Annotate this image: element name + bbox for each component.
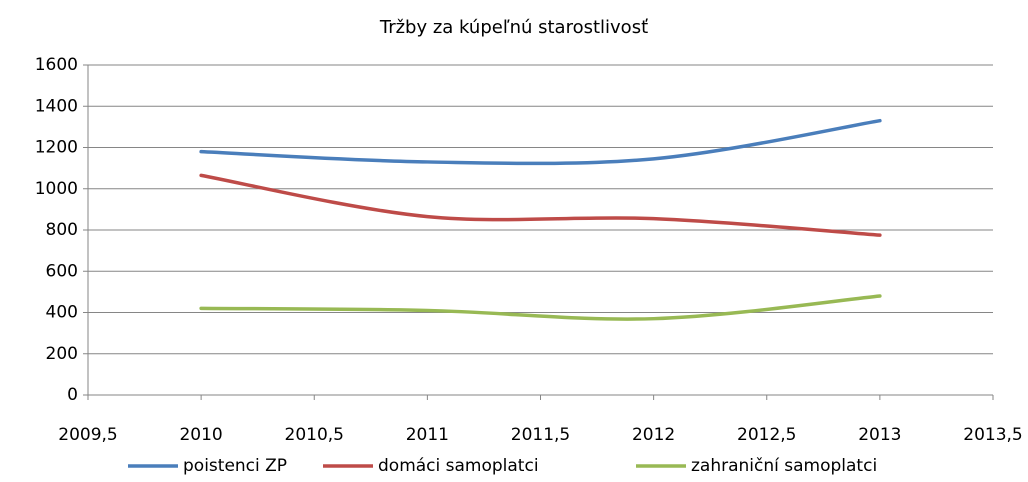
x-tick-label: 2009,5	[58, 425, 117, 445]
y-tick-label: 400	[46, 303, 78, 323]
y-tick-label: 200	[46, 344, 78, 364]
y-tick-label: 800	[46, 220, 78, 240]
x-tick-label: 2013,5	[963, 425, 1022, 445]
legend-label: domáci samoplatci	[378, 456, 539, 476]
x-tick-label: 2012,5	[737, 425, 796, 445]
chart-title: Tržby za kúpeľnú starostlivosť	[379, 17, 648, 38]
x-tick-label: 2010	[179, 425, 222, 445]
y-tick-label: 1200	[35, 138, 78, 158]
series-line	[199, 118, 882, 166]
y-tick-label: 1600	[35, 55, 78, 75]
x-tick-label: 2013	[858, 425, 901, 445]
series-line	[199, 173, 882, 237]
series-line	[199, 294, 882, 321]
legend-label: poistenci ZP	[183, 456, 287, 476]
y-tick-label: 1400	[35, 96, 78, 116]
y-tick-label: 1000	[35, 179, 78, 199]
x-tick-label: 2012	[632, 425, 675, 445]
x-tick-label: 2010,5	[285, 425, 344, 445]
legend-label: zahraniční samoplatci	[691, 456, 877, 476]
x-tick-label: 2011,5	[511, 425, 570, 445]
x-tick-label: 2011	[406, 425, 449, 445]
y-tick-label: 600	[46, 261, 78, 281]
y-tick-label: 0	[67, 385, 78, 405]
